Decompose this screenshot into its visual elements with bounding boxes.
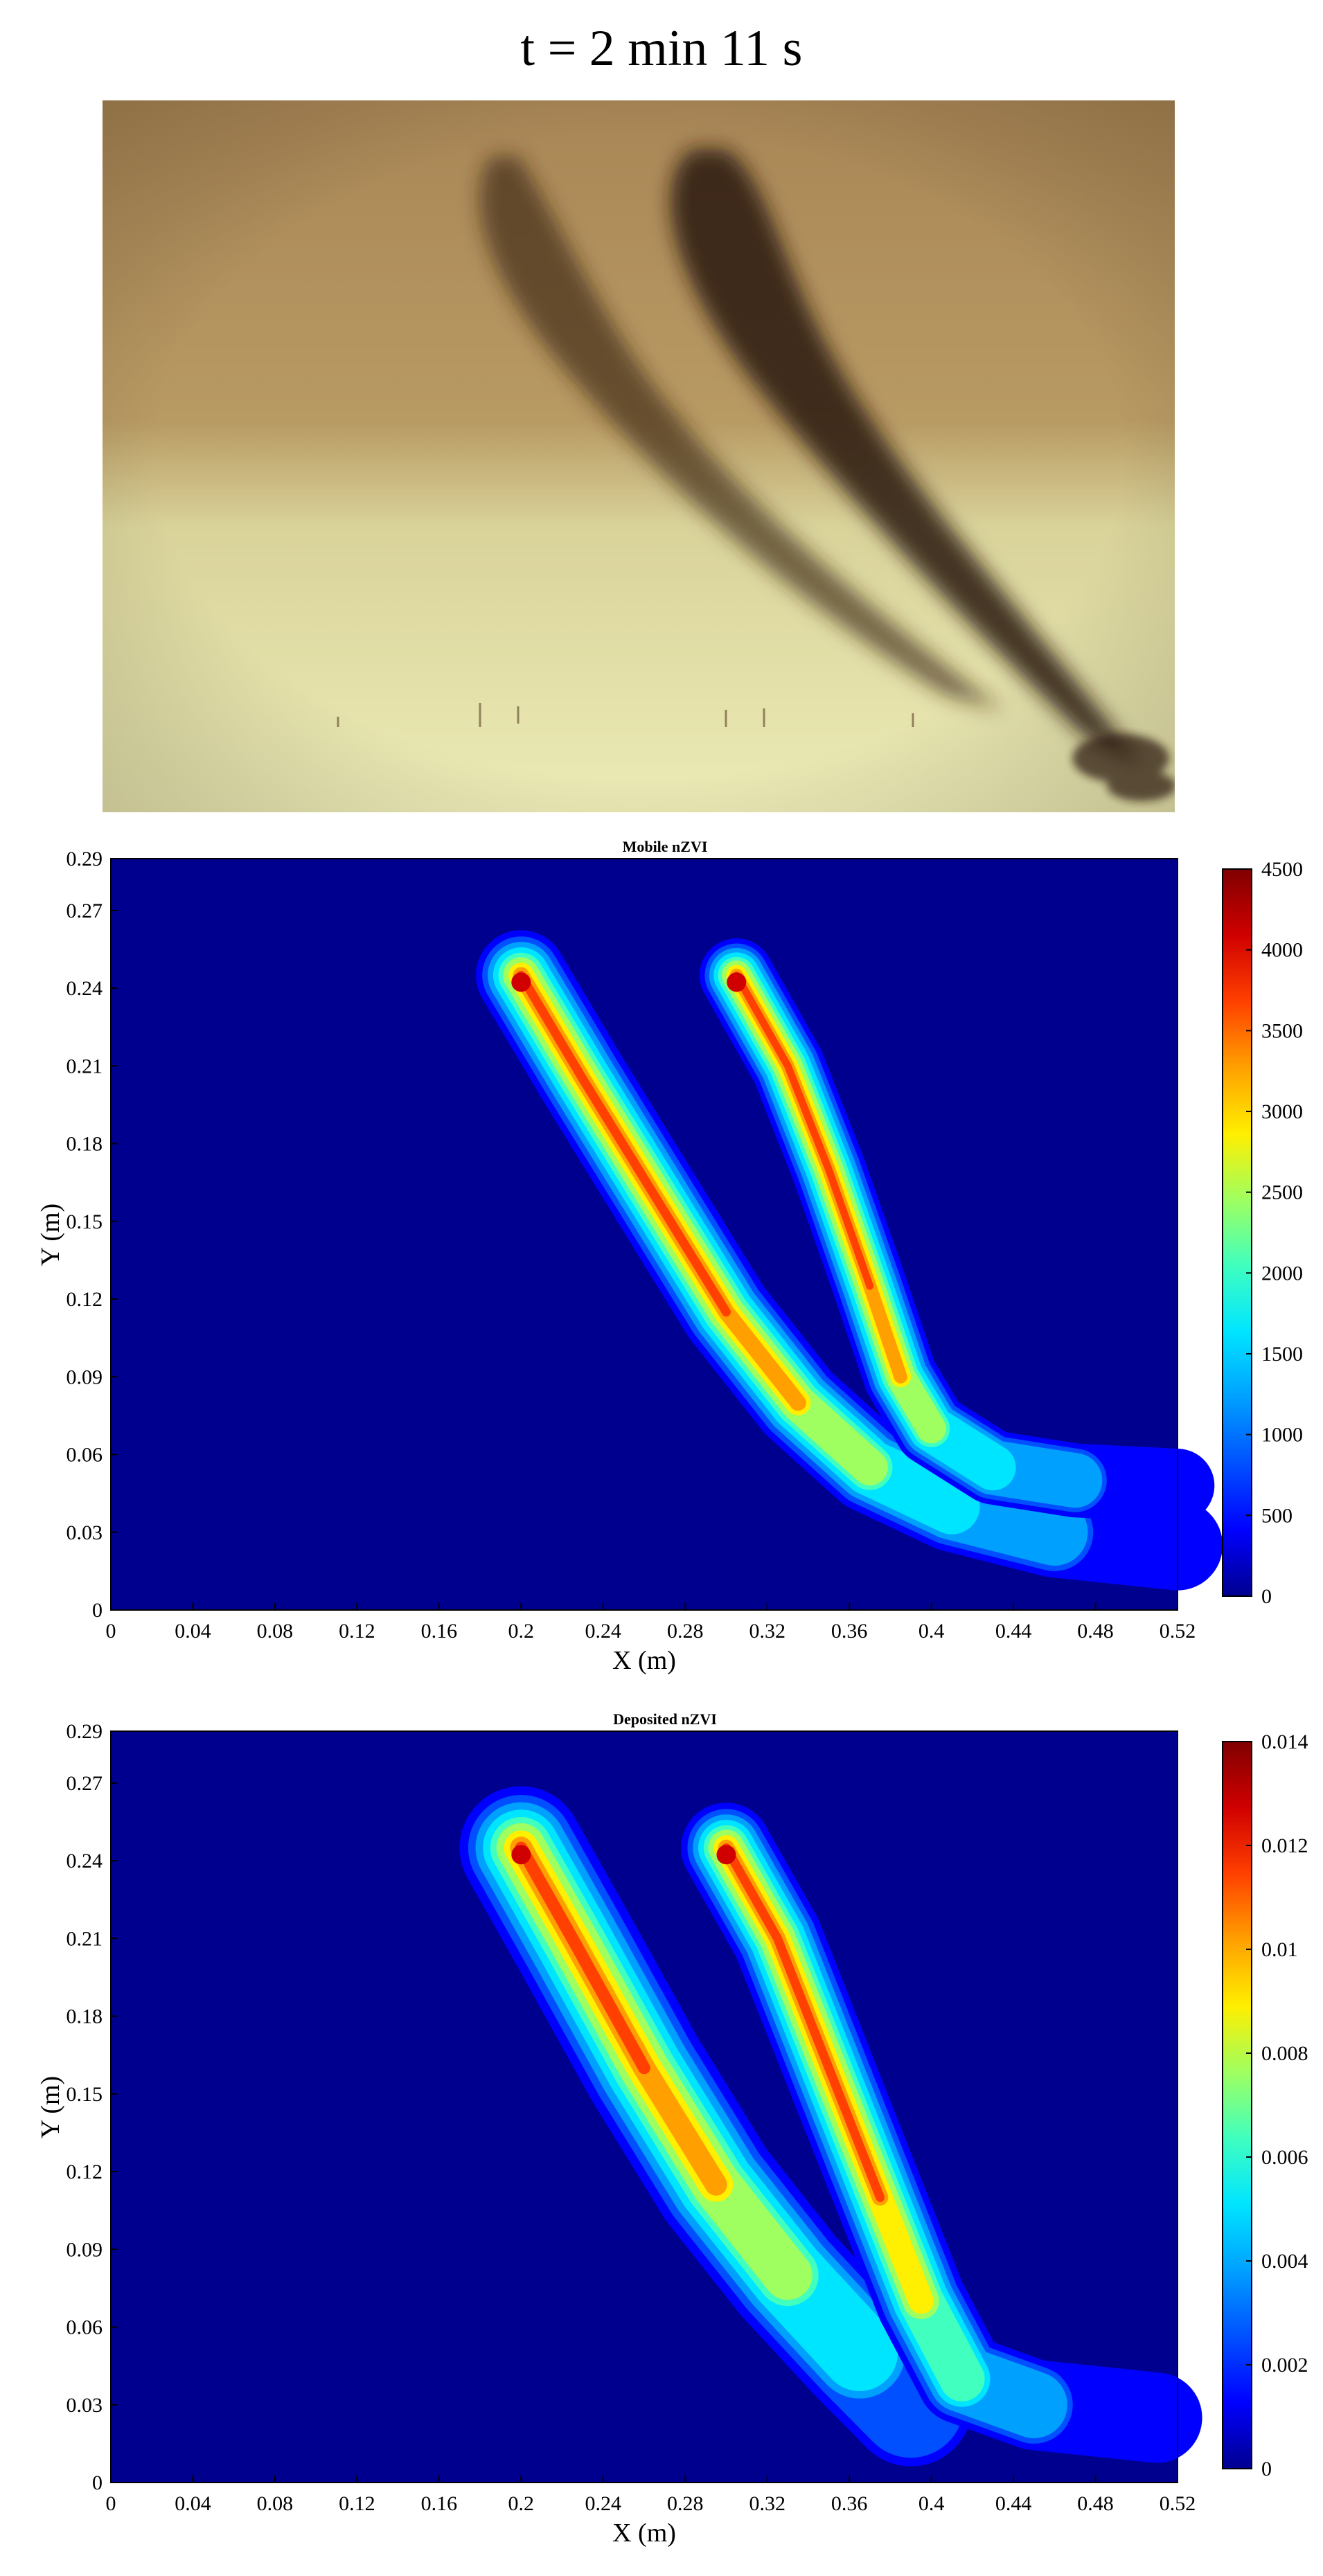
colorbar-tick-label: 0.012: [1261, 1834, 1308, 1857]
plume-layer: [476, 930, 1223, 1591]
colorbar-tick-label: 4000: [1261, 939, 1303, 962]
x-tick-label: 0.28: [667, 2492, 704, 2515]
chart-mobile-nzvi: Mobile nZVI 0 0.04 0.08 0.12 0.16 0.2 0.24 0.28…: [36, 838, 1303, 1675]
y-tick-label: 0.12: [66, 1288, 103, 1311]
y-tick-label: 0.15: [66, 2083, 103, 2106]
colorbar-tick-label: 2000: [1261, 1262, 1303, 1285]
x-tick-label: 0.16: [421, 1620, 458, 1643]
x-tick-label: 0.4: [918, 1620, 945, 1643]
plume-2-peak: [727, 972, 747, 992]
x-tick-label: 0.52: [1160, 2492, 1196, 2515]
plume-2-level-9: [722, 1843, 885, 2202]
y-tick-label: 0.06: [66, 1444, 103, 1467]
x-tick-label: 0.12: [339, 1620, 375, 1643]
y-tick-label: 0.21: [66, 1055, 103, 1077]
plume-1-level-9: [515, 1841, 650, 2075]
y-tick-label: 0.03: [66, 1521, 103, 1544]
x-tick-label: 0.36: [831, 1620, 868, 1643]
x-tick-label: 0: [106, 2492, 116, 2515]
x-tick-label: 0.32: [749, 2492, 785, 2515]
y-tick-label: 0.29: [66, 1720, 103, 1743]
y-tick-label: 0.12: [66, 2161, 103, 2183]
colorbar-gradient: [1222, 1741, 1252, 2469]
x-tick-label: 0.04: [175, 2492, 211, 2515]
chart-title: Deposited nZVI: [613, 1710, 717, 1728]
y-tick-label: 0.24: [66, 1850, 103, 1872]
y-tick-label: 0.18: [66, 2005, 103, 2028]
plume-1-peak: [511, 1845, 531, 1865]
x-tick-label: 0.2: [508, 1620, 535, 1643]
y-tick-label: 0.15: [66, 1210, 103, 1233]
plot-frame: [110, 858, 1178, 1611]
plume-1-peak: [511, 972, 531, 992]
y-tick-label: 0.18: [66, 1133, 103, 1156]
experiment-photo: [103, 100, 1175, 812]
colorbar-tick-label: 0.006: [1261, 2146, 1308, 2169]
chart-title: Mobile nZVI: [623, 838, 708, 855]
y-tick-label: 0.21: [66, 1927, 103, 1950]
colorbar-tick-label: 0.014: [1261, 1730, 1308, 1753]
colorbar-tick-label: 2500: [1261, 1181, 1303, 1204]
colorbar-tick-label: 0.01: [1261, 1938, 1298, 1961]
x-tick-label: 0.44: [995, 2492, 1032, 2515]
x-axis-ticks: 0 0.04 0.08 0.12 0.16 0.2 0.24 0.28 0.32 0.36 0.4 0…: [106, 2476, 1196, 2515]
colorbar-gradient: [1222, 868, 1252, 1597]
y-tick-label: 0.24: [66, 977, 103, 1000]
x-tick-label: 0.52: [1160, 1620, 1196, 1643]
colorbar: 0 500 1000 1500 2000 2500 3000 3500 4000 4500: [1222, 858, 1303, 1608]
x-tick-label: 0.24: [585, 1620, 622, 1643]
x-axis-label: X (m): [612, 2519, 676, 2548]
colorbar-tick-label: 1500: [1261, 1343, 1303, 1366]
colorbar-tick-label: 4500: [1261, 858, 1303, 881]
y-tick-label: 0.06: [66, 2316, 103, 2339]
y-axis-ticks: 0 0.03 0.06 0.09 0.12 0.15 0.18 0.21 0.24 0.27 0.2…: [66, 1720, 118, 2494]
x-tick-label: 0: [106, 1620, 116, 1643]
colorbar-tick-label: 0: [1261, 2458, 1272, 2480]
x-tick-label: 0.36: [831, 2492, 868, 2515]
x-tick-label: 0.2: [508, 2492, 535, 2515]
plume-2-peak: [716, 1845, 736, 1865]
x-tick-label: 0.44: [995, 1620, 1032, 1643]
x-tick-label: 0.08: [257, 1620, 294, 1643]
chart-deposited-nzvi: Deposited nZVI 0 0.04 0.08 0.12 0.16 0.2 0.24 0…: [36, 1710, 1308, 2548]
figure-title: t = 2 min 11 s: [520, 20, 803, 77]
colorbar-tick-label: 3500: [1261, 1019, 1303, 1042]
plume-1-level-9: [516, 970, 731, 1317]
x-tick-label: 0.48: [1077, 1620, 1114, 1643]
x-tick-label: 0.32: [749, 1620, 785, 1643]
colorbar-tick-label: 0.002: [1261, 2354, 1308, 2377]
x-tick-label: 0.4: [918, 2492, 945, 2515]
plume-layer: [459, 1786, 1202, 2467]
x-tick-label: 0.28: [667, 1620, 704, 1643]
y-axis-ticks: 0 0.03 0.06 0.09 0.12 0.15 0.18 0.21 0.24 0.27 0.2…: [66, 848, 118, 1622]
x-tick-label: 0.24: [585, 2492, 622, 2515]
y-tick-label: 0: [92, 2471, 103, 2494]
x-axis-label: X (m): [612, 1646, 676, 1675]
y-tick-label: 0: [92, 1599, 103, 1622]
x-tick-label: 0.12: [339, 2492, 375, 2515]
colorbar-tick-label: 0.008: [1261, 2042, 1308, 2065]
colorbar-tick-label: 0: [1261, 1585, 1272, 1608]
colorbar-tick-label: 3000: [1261, 1100, 1303, 1123]
plot-frame: [110, 1730, 1178, 2483]
y-tick-label: 0.27: [66, 1772, 103, 1795]
y-axis-label: Y (m): [36, 2076, 65, 2138]
colorbar-tick-label: 500: [1261, 1504, 1293, 1527]
y-tick-label: 0.03: [66, 2394, 103, 2417]
y-tick-label: 0.29: [66, 848, 103, 870]
x-axis-ticks: 0 0.04 0.08 0.12 0.16 0.2 0.24 0.28 0.32 0.36 0.4 0…: [106, 1603, 1196, 1643]
y-tick-label: 0.09: [66, 2238, 103, 2261]
colorbar-tick-label: 1000: [1261, 1424, 1303, 1447]
x-tick-label: 0.08: [257, 2492, 294, 2515]
x-tick-label: 0.04: [175, 1620, 211, 1643]
y-tick-label: 0.27: [66, 900, 103, 922]
y-tick-label: 0.09: [66, 1366, 103, 1388]
colorbar: 0 0.002 0.004 0.006 0.008 0.01 0.012 0.014: [1222, 1730, 1308, 2480]
plume-2-level-9: [732, 972, 874, 1290]
colorbar-tick-label: 0.004: [1261, 2250, 1308, 2273]
x-tick-label: 0.16: [421, 2492, 458, 2515]
y-axis-label: Y (m): [36, 1204, 65, 1266]
x-tick-label: 0.48: [1077, 2492, 1114, 2515]
